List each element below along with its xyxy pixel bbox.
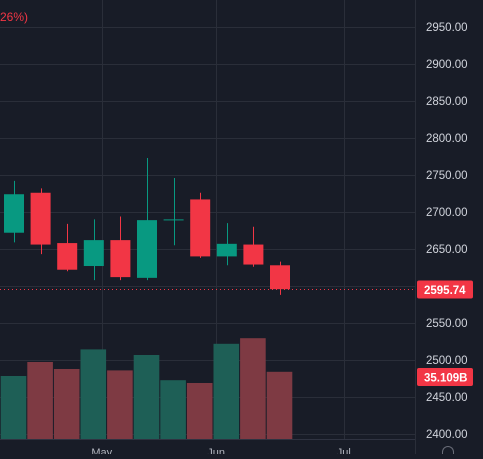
candle-body (270, 265, 290, 290)
time-axis-label: May (91, 447, 112, 454)
candle-body (110, 240, 131, 278)
candle-body (30, 192, 51, 245)
time-axis[interactable]: May Jun Jul (0, 439, 415, 459)
candles (4, 157, 290, 295)
volume-bar (160, 380, 186, 439)
time-axis-label: Jun (207, 447, 225, 454)
volume-tag-background (417, 368, 473, 386)
candle-body (57, 243, 78, 270)
candle-body (163, 219, 184, 221)
time-axis-label: Jul (337, 447, 351, 454)
volume-bars (0, 338, 293, 439)
price-axis-tick-label: 2750.00 (426, 170, 468, 182)
candle-body (243, 244, 264, 265)
chart-settings-icon[interactable] (442, 446, 454, 454)
last-price-tag: 2595.74 (417, 280, 473, 299)
price-axis-tick-label: 2900.00 (426, 59, 468, 71)
last-price-label: 2595.74 (424, 285, 466, 297)
price-axis-tick-label: 2700.00 (426, 207, 468, 219)
volume-bar (266, 371, 293, 439)
volume-label: 35.109B (424, 373, 467, 385)
candle-body (83, 240, 104, 267)
volume-tag: 35.109B (417, 368, 473, 386)
candle-body (190, 199, 211, 257)
volume-bar (27, 362, 53, 439)
price-axis-tick-label: 2950.00 (426, 22, 468, 34)
price-axis-tick-label: 2500.00 (426, 355, 468, 367)
volume-bar (133, 355, 160, 439)
candle-body (216, 243, 237, 257)
price-axis-tick-label: 2850.00 (426, 96, 468, 108)
volume-bar (107, 370, 133, 439)
price-axis-tick-label: 2400.00 (426, 429, 468, 441)
volume-bar (186, 383, 213, 439)
volume-bar (213, 343, 240, 439)
price-axis-tick-label: 2650.00 (426, 244, 468, 256)
price-axis-tick-label: 2450.00 (426, 392, 468, 404)
last-price-tag-background (417, 280, 473, 299)
volume-bar (240, 338, 266, 439)
price-axis-tick-label: 2550.00 (426, 318, 468, 330)
volume-bar (80, 349, 107, 439)
volume-bar (0, 376, 27, 439)
price-axis-tick-label: 2800.00 (426, 133, 468, 145)
candle-body (137, 220, 157, 278)
price-change-percent: 26%) (0, 10, 28, 24)
volume-bar (53, 369, 80, 439)
candle-body (4, 194, 24, 233)
